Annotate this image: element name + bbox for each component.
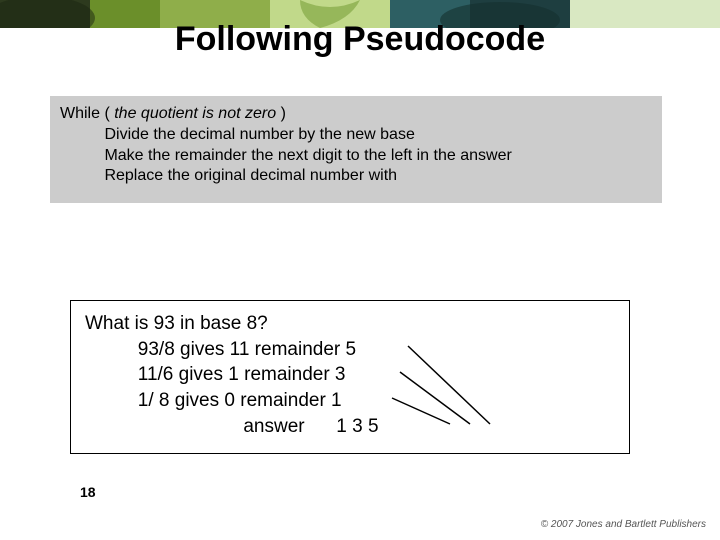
while-prefix: While (: [60, 105, 114, 122]
page-number: 18: [80, 484, 96, 500]
pseudo-line-4: Replace the original decimal number with: [60, 166, 652, 187]
example-step-2: 11/6 gives 1 remainder 3: [85, 362, 615, 388]
copyright-text: © 2007 Jones and Bartlett Publishers: [541, 519, 706, 530]
while-condition: the quotient is not zero: [114, 105, 276, 122]
answer-digits: 1 3 5: [336, 416, 378, 437]
while-suffix: ): [276, 105, 286, 122]
example-answer-row: answer 1 3 5: [85, 414, 615, 440]
answer-label: answer: [85, 416, 336, 437]
example-step-1: 93/8 gives 11 remainder 5: [85, 337, 615, 363]
pseudo-line-2: Divide the decimal number by the new bas…: [60, 125, 652, 146]
example-box: What is 93 in base 8? 93/8 gives 11 rema…: [70, 300, 630, 454]
pseudo-line-1: While ( the quotient is not zero ): [60, 104, 652, 125]
slide-title: Following Pseudocode: [0, 20, 720, 59]
example-question: What is 93 in base 8?: [85, 311, 615, 337]
pseudocode-box: While ( the quotient is not zero ) Divid…: [50, 96, 662, 203]
example-step-3: 1/ 8 gives 0 remainder 1: [85, 388, 615, 414]
pseudo-line-3: Make the remainder the next digit to the…: [60, 146, 652, 167]
